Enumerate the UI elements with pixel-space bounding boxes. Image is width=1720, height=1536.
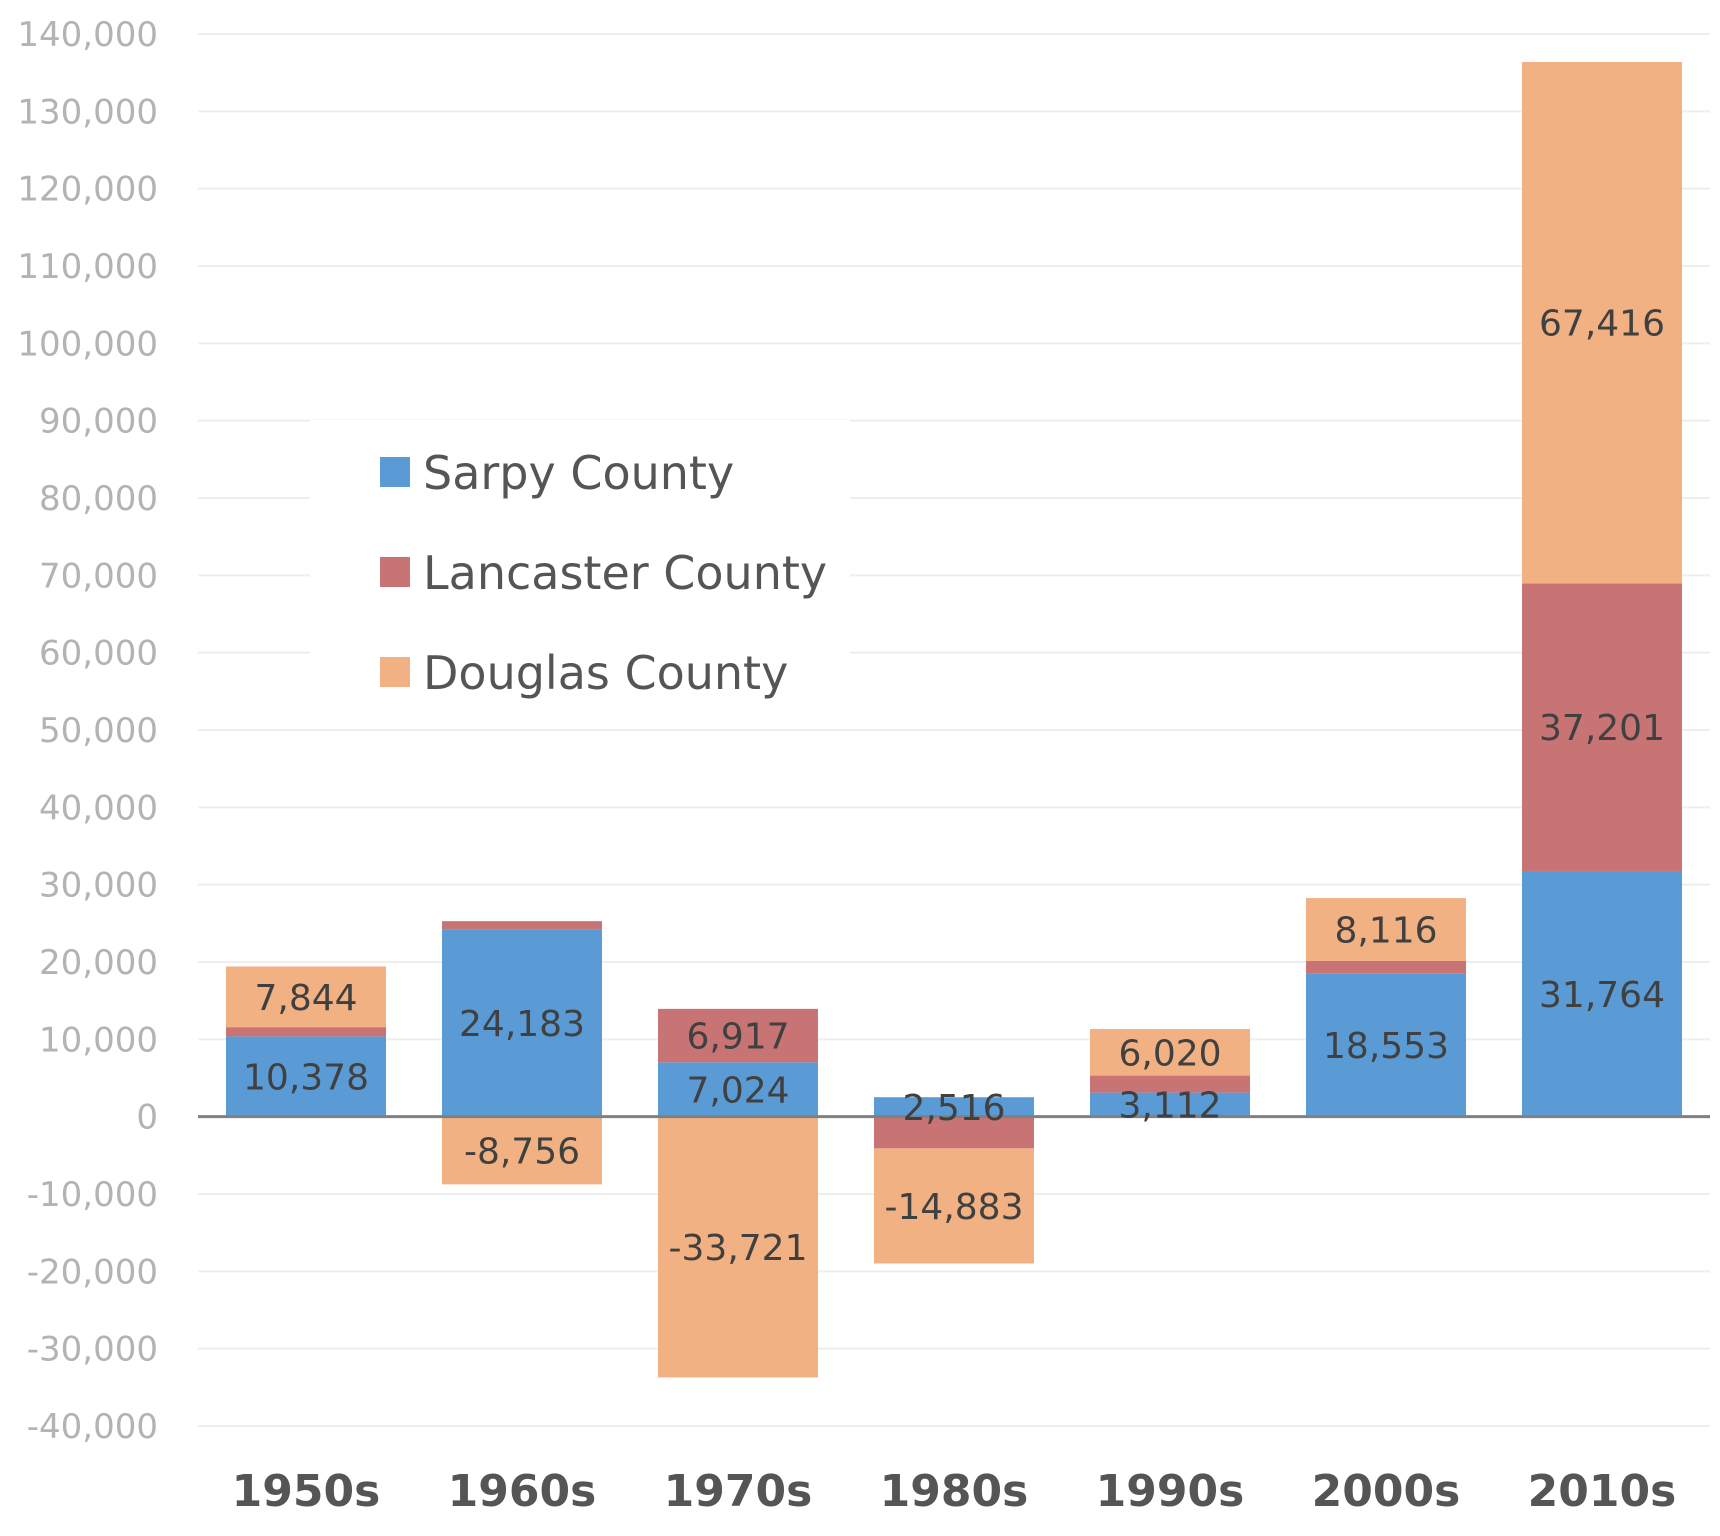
bar-segment [226, 1027, 386, 1037]
y-tick-label: 90,000 [39, 402, 158, 442]
y-tick-label: 70,000 [39, 556, 158, 596]
y-tick-label: -20,000 [27, 1252, 158, 1292]
data-label: 67,416 [1539, 304, 1665, 345]
bar-segment [226, 966, 386, 1028]
bar-segment [1522, 583, 1682, 872]
bar-segment [658, 1116, 818, 1378]
bar-segment [1090, 1092, 1250, 1117]
data-label: 24,183 [459, 1004, 585, 1045]
y-tick-label: -10,000 [27, 1175, 158, 1215]
y-tick-label: 110,000 [17, 247, 158, 287]
data-label: 18,553 [1323, 1026, 1449, 1067]
y-tick-label: 80,000 [39, 479, 158, 519]
data-label: 37,201 [1539, 708, 1665, 749]
bar-segment [1306, 973, 1466, 1117]
x-tick-label: 1950s [232, 1466, 381, 1517]
bar-segment [1306, 898, 1466, 961]
data-label: -14,883 [885, 1187, 1024, 1228]
legend-swatch [380, 557, 410, 587]
y-tick-label: 60,000 [39, 634, 158, 674]
bar-segment [1090, 1075, 1250, 1093]
data-label: 7,024 [686, 1071, 789, 1112]
bar-segment [874, 1116, 1034, 1149]
y-tick-label: 140,000 [17, 15, 158, 55]
data-label: 8,116 [1334, 910, 1437, 951]
y-tick-label: -30,000 [27, 1330, 158, 1370]
legend-label: Lancaster County [423, 546, 827, 600]
bar-segment [1522, 61, 1682, 584]
data-label: -8,756 [464, 1132, 580, 1173]
y-tick-label: 40,000 [39, 788, 158, 828]
bar-segment [1306, 960, 1466, 974]
x-tick-label: 1970s [664, 1466, 813, 1517]
bar-segment [658, 1062, 818, 1117]
y-tick-label: 100,000 [17, 324, 158, 364]
legend-label: Douglas County [423, 646, 788, 700]
y-tick-label: 10,000 [39, 1020, 158, 1060]
x-tick-label: 1960s [448, 1466, 597, 1517]
bar-segment [1522, 871, 1682, 1117]
data-label: -33,721 [669, 1228, 808, 1269]
data-label: 31,764 [1539, 975, 1665, 1016]
y-tick-label: -40,000 [27, 1407, 158, 1447]
legend-label: Sarpy County [423, 446, 734, 500]
data-label: 6,020 [1118, 1033, 1221, 1074]
bar-segment [1090, 1029, 1250, 1076]
y-tick-label: 0 [136, 1098, 158, 1138]
bar-segment [874, 1148, 1034, 1264]
legend-swatch [380, 457, 410, 487]
y-tick-label: 30,000 [39, 866, 158, 906]
legend-swatch [380, 657, 410, 687]
data-labels: 10,378 7,844 24,183 -8,756 7,024 6,917 -33,721… [243, 304, 1665, 1269]
data-label: 10,378 [243, 1058, 369, 1099]
y-tick-label: 120,000 [17, 170, 158, 210]
legend: Sarpy County Lancaster County Douglas Coun… [310, 420, 850, 710]
bar-segment [226, 1036, 386, 1117]
y-axis-tick-labels: 140,000 130,000 120,000 110,000 100,000 90,00… [17, 15, 158, 1447]
data-label: 7,844 [254, 978, 357, 1019]
bar-segment [874, 1097, 1034, 1117]
y-tick-label: 20,000 [39, 943, 158, 983]
y-tick-label: 130,000 [17, 92, 158, 132]
x-tick-label: 1990s [1096, 1466, 1245, 1517]
y-tick-label: 50,000 [39, 711, 158, 751]
data-label: 2,516 [902, 1088, 1005, 1129]
x-tick-label: 1980s [880, 1466, 1029, 1517]
bar-segment [442, 921, 602, 930]
x-tick-label: 2000s [1312, 1466, 1461, 1517]
data-label: 6,917 [686, 1017, 789, 1058]
x-axis-tick-labels: 1950s 1960s 1970s 1980s 1990s 2000s 2010s [232, 1466, 1677, 1517]
bar-segment [442, 1116, 602, 1185]
x-tick-label: 2010s [1528, 1466, 1677, 1517]
bars [226, 61, 1682, 1378]
data-label: 3,112 [1118, 1086, 1221, 1127]
bar-segment [442, 929, 602, 1117]
bar-segment [658, 1008, 818, 1063]
